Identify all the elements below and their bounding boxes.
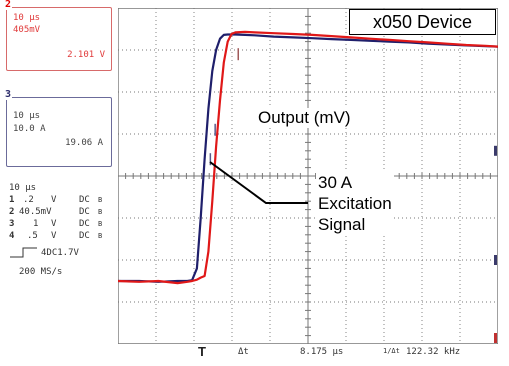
- excitation-line-3: Signal: [318, 215, 366, 234]
- channel-volts: .5: [27, 231, 38, 241]
- trigger-row: 4DC1.7V: [9, 246, 114, 262]
- channel-number: 3: [9, 219, 15, 229]
- channel-level-marker: [494, 255, 497, 265]
- channel-row: 2 40.5mV DC B: [9, 206, 114, 218]
- channel-3-time: 10 µs: [13, 111, 41, 121]
- channel-3-readout: 3 10 µs 10.0 A 19.06 A: [4, 89, 112, 167]
- scope-plot: [118, 8, 498, 344]
- channel-volts: 1: [33, 219, 39, 229]
- trigger-edge-icon: [10, 247, 37, 258]
- chart-title: x050 Device: [372, 12, 473, 32]
- channel-coupling: DC: [79, 219, 90, 229]
- channel-row: 4 .5 V DC B: [9, 230, 114, 242]
- channel-level-marker: [494, 145, 497, 156]
- sample-rate-row: 200 MS/s: [9, 266, 114, 278]
- channel-row: 3 1 V DC B: [9, 218, 114, 230]
- excitation-annotation: 30 A Excitation Signal: [316, 172, 394, 235]
- channel-2-readout: 2 10 µs 405mV 2.101 V: [4, 0, 112, 71]
- channel-bw: B: [98, 208, 103, 216]
- output-annotation: Output (mV): [254, 108, 355, 128]
- frequency-label: 1/Δt: [383, 347, 400, 355]
- channel-level-marker: [494, 333, 497, 343]
- trace-red-series: [118, 30, 498, 285]
- channel-unit: V: [51, 195, 57, 205]
- trace-blue-series: [118, 33, 498, 283]
- scope-svg: [118, 8, 498, 344]
- channel-3-scale: 10.0 A: [13, 124, 46, 134]
- channel-volts: .2: [23, 195, 34, 205]
- excitation-line-2: Excitation: [318, 194, 392, 213]
- channel-coupling: DC: [79, 207, 90, 217]
- channel-bw: B: [98, 220, 103, 228]
- channel-2-number: 2: [4, 0, 13, 10]
- sample-rate: 200 MS/s: [19, 267, 63, 277]
- device-title-box: x050 Device: [349, 9, 496, 35]
- channel-unit: V: [51, 219, 57, 229]
- frequency-value: 122.32 kHz: [406, 347, 461, 357]
- channel-number: 1: [9, 195, 15, 205]
- channel-2-scale: 405mV: [13, 25, 41, 35]
- channel-3-number: 3: [4, 89, 13, 100]
- channel-3-value: 19.06 A: [65, 138, 103, 148]
- excitation-line-1: 30 A: [318, 173, 353, 192]
- scope-settings: 10 µs 1 .2 V DC B 2 40.5mV DC B 3 1 V DC…: [9, 182, 114, 278]
- trigger-setting: 4DC1.7V: [41, 248, 79, 258]
- channel-coupling: DC: [79, 195, 90, 205]
- channel-unit: V: [51, 231, 57, 241]
- channel-row: 1 .2 V DC B: [9, 194, 114, 206]
- channel-number: 4: [9, 231, 15, 241]
- delta-t-label: Δt: [238, 347, 249, 357]
- timebase: 10 µs: [9, 183, 37, 193]
- channel-number: 2: [9, 207, 15, 217]
- channel-2-time: 10 µs: [13, 13, 41, 23]
- channel-bw: B: [98, 232, 103, 240]
- channel-2-value: 2.101 V: [67, 50, 105, 60]
- delta-t-value: 8.175 µs: [300, 347, 344, 357]
- channel-coupling: DC: [79, 231, 90, 241]
- trigger-t-marker: T: [198, 344, 206, 359]
- channel-bw: B: [98, 196, 103, 204]
- channel-volts: 40.5mV: [19, 207, 52, 217]
